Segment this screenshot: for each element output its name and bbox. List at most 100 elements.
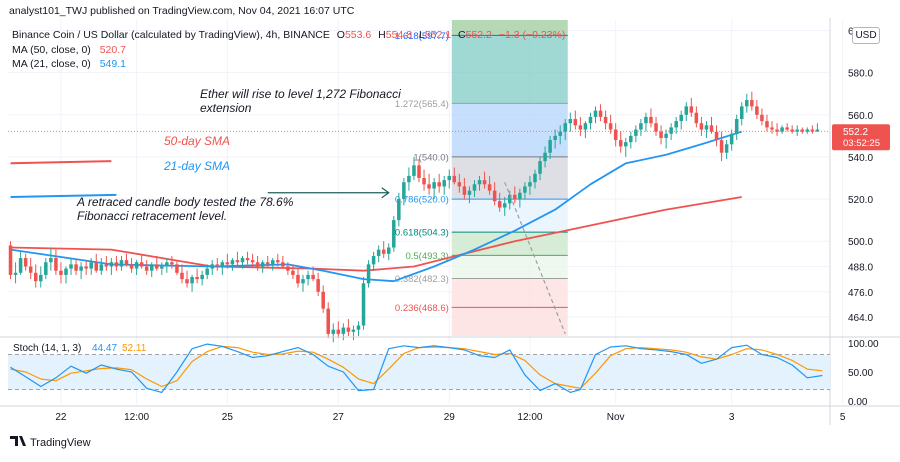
annotation-ether-text: Ether will rise to level 1,272 Fibonacci [200,87,401,101]
candle-body [487,184,492,191]
candle-body [119,260,124,267]
candle-body [508,194,512,204]
candle-body [321,291,325,309]
ma50-legend[interactable]: MA (50, close, 0) 520.7 [12,44,126,56]
candle-body [553,135,557,141]
candle-body [603,116,608,124]
candle-body [795,129,799,132]
candle-body [260,262,265,267]
candle-body [810,129,815,132]
fib-level-label: 0.236(468.6) [395,303,449,314]
stoch-y-tick: 100.00 [848,339,879,350]
candle-body [311,274,315,280]
annotation-ether-text: extension [200,101,252,115]
y-tick-label: 476.0 [848,288,873,299]
fib-zone [451,255,568,279]
candle-body [276,260,280,263]
candle-body [704,125,709,130]
candle-body [190,277,194,284]
currency-button[interactable]: USD [852,27,880,44]
sma50-sample-line [10,160,112,165]
candle-body [482,180,487,185]
x-tick-label: 25 [222,412,234,423]
tradingview-brand: TradingView [30,437,91,449]
candle-body [427,184,431,189]
candle-body [23,258,28,267]
fib-zone-top [451,20,568,36]
candle-body [654,123,658,132]
candle-body [366,264,371,284]
y-tick-label: 580.0 [848,69,873,80]
candle-body [291,270,295,275]
candle-body [472,184,477,191]
candle-body [402,182,406,200]
candle-body [588,116,593,124]
candle-body [8,245,13,275]
y-tick-label: 540.0 [848,153,873,164]
candle-body [356,325,361,330]
candle-body [679,114,683,122]
sma21-sample-line [10,193,117,198]
candle-body [94,262,99,271]
candle-body [684,106,689,115]
candle-body [250,260,255,263]
ma21-legend-value: 549.1 [99,58,126,70]
candle-body [74,264,78,271]
stoch-band [8,354,830,390]
x-tick-label: 12:00 [124,412,149,423]
tradingview-logo-icon [10,436,26,446]
candle-body [361,283,366,326]
fib-level-label: 1(540.0) [413,152,448,163]
candle-body [336,329,341,334]
candle-body [739,106,744,120]
last-price-tag [832,124,890,151]
fib-zone-bottom [451,307,568,336]
candle-body [306,274,310,280]
candle-body [165,262,169,267]
candle-body [745,100,749,107]
ma21-legend[interactable]: MA (21, close, 0) 549.1 [12,58,126,70]
candle-body [18,258,23,273]
annotation-retrace-text: A retraced candle body tested the 78.6% [76,195,294,209]
candle-body [447,175,452,181]
candle-body [301,279,305,284]
fib-zone [451,35,568,104]
x-tick-label: 29 [444,412,456,423]
candle-body [44,262,48,275]
candle-body [281,262,285,267]
fib-zone [451,278,568,308]
candle-body [175,264,179,273]
candle-body [180,272,184,280]
candle-body [533,173,537,183]
y-tick-label: 500.0 [848,237,873,248]
candle-body [724,144,729,153]
candle-body [623,142,628,147]
publish-line: analyst101_TWJ published on TradingView.… [9,5,355,17]
candle-body [608,123,613,130]
candle-body [644,116,648,124]
candle-body [255,262,260,267]
candle-body [543,152,547,162]
candle-body [689,106,694,113]
annotation-arrow-head [381,187,390,199]
x-tick-label: 27 [333,412,345,423]
candle-body [185,279,189,284]
candle-body [240,258,245,263]
last-price-value: 552.2 [843,127,868,138]
candle-body [230,260,235,265]
candle-body [422,178,426,185]
candle-body [407,175,411,183]
ma50-line [10,196,742,272]
candle-body [785,127,789,130]
stoch-d-value: 52.11 [122,343,147,354]
candle-body [59,270,63,275]
candle-body [538,161,542,174]
candle-body [286,266,290,271]
symbol-title[interactable]: Binance Coin / US Dollar (calculated by … [12,29,330,41]
candle-body [502,203,507,208]
candle-body [714,131,719,141]
x-tick-label: 22 [55,412,67,423]
annotation-retrace-text: Fibonacci retracement level. [77,209,227,223]
x-tick-label: 5 [840,412,846,423]
